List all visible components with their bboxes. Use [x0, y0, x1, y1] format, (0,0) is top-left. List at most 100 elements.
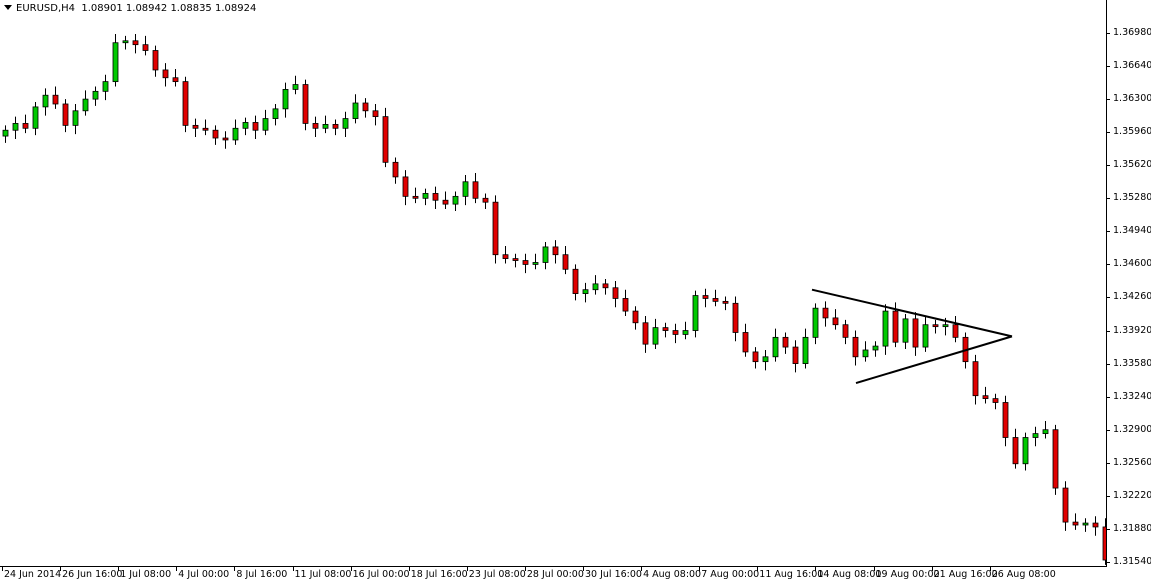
price-tick: [1106, 99, 1110, 101]
bear-candle: [972, 361, 979, 397]
time-label: 19 Aug 00:00: [875, 569, 940, 580]
bear-candle: [992, 398, 999, 403]
bear-candle: [392, 161, 399, 178]
price-label: 1.33920: [1113, 324, 1151, 336]
bear-candle: [842, 324, 849, 338]
bear-candle: [632, 310, 639, 324]
bear-candle: [412, 195, 419, 199]
bear-candle: [732, 302, 739, 333]
bear-candle: [752, 351, 759, 363]
bull-candle: [882, 310, 889, 347]
bull-candle: [652, 327, 659, 345]
bear-candle: [62, 103, 69, 126]
time-tick: [989, 566, 991, 571]
time-label: 11 Jul 08:00: [294, 569, 352, 580]
bull-candle: [802, 336, 809, 364]
chart-header: EURUSD,H4 1.08901 1.08942 1.08835 1.0892…: [4, 3, 256, 14]
bear-candle: [222, 137, 229, 141]
bear-candle: [642, 322, 649, 345]
bear-candle: [1012, 437, 1019, 465]
time-tick: [118, 566, 120, 571]
bear-candle: [472, 181, 479, 199]
bear-candle: [382, 116, 389, 163]
time-label: 26 Aug 08:00: [991, 569, 1056, 580]
bear-candle: [442, 199, 449, 205]
time-label: 30 Jul 16:00: [585, 569, 642, 580]
bear-candle: [312, 123, 319, 129]
bull-candle: [262, 118, 269, 131]
bear-candle: [792, 346, 799, 365]
triangle-lower-line: [855, 335, 1013, 385]
price-tick: [1106, 396, 1110, 398]
ohlc-readout: 1.08901 1.08942 1.08835 1.08924: [81, 3, 257, 14]
price-label: 1.33240: [1113, 390, 1151, 402]
bear-candle: [1052, 429, 1059, 489]
price-tick: [1106, 528, 1110, 530]
bear-candle: [302, 84, 309, 124]
bull-candle: [282, 88, 289, 110]
price-tick: [1106, 132, 1110, 134]
bull-candle: [922, 324, 929, 348]
time-label: 26 Jun 16:00: [62, 569, 123, 580]
time-label: 11 Aug 16:00: [759, 569, 824, 580]
bear-candle: [182, 81, 189, 126]
bull-candle: [2, 129, 9, 137]
price-tick: [1106, 429, 1110, 431]
dropdown-triangle-icon[interactable]: [4, 5, 12, 10]
bull-candle: [102, 81, 109, 92]
bull-candle: [862, 349, 869, 358]
bull-candle: [342, 118, 349, 129]
bear-candle: [932, 324, 939, 328]
price-label: 1.34600: [1113, 258, 1151, 270]
candlestick-chart: [2, 33, 1106, 565]
bear-candle: [432, 193, 439, 201]
price-label: 1.31540: [1113, 555, 1151, 567]
price-label: 1.32560: [1113, 456, 1151, 468]
bear-candle: [172, 77, 179, 83]
bear-candle: [1072, 521, 1079, 526]
bear-candle: [562, 254, 569, 270]
bull-candle: [872, 345, 879, 351]
bull-candle: [1082, 522, 1089, 526]
price-label: 1.33580: [1113, 357, 1151, 369]
symbol-label: EURUSD,H4: [16, 3, 76, 14]
bear-candle: [672, 330, 679, 335]
bear-candle: [522, 260, 529, 265]
time-tick: [641, 566, 643, 571]
bear-candle: [1002, 402, 1009, 438]
bear-candle: [702, 295, 709, 299]
price-tick: [1106, 264, 1110, 266]
bull-candle: [942, 324, 949, 328]
bear-candle: [662, 327, 669, 331]
time-tick: [931, 566, 933, 571]
price-label: 1.35960: [1113, 126, 1151, 138]
bull-candle: [292, 84, 299, 90]
time-tick: [350, 566, 352, 571]
time-tick: [583, 566, 584, 571]
bear-candle: [132, 40, 139, 46]
time-label: 21 Aug 16:00: [933, 569, 998, 580]
bear-candle: [822, 307, 829, 319]
bear-candle: [892, 310, 899, 343]
price-tick: [1106, 165, 1110, 167]
time-tick: [60, 566, 62, 571]
time-tick: [176, 566, 178, 571]
bear-candle: [202, 127, 209, 131]
bull-candle: [72, 110, 79, 126]
price-tick: [1106, 561, 1110, 563]
time-label: 8 Jul 16:00: [236, 569, 288, 580]
chart-area[interactable]: [0, 0, 1107, 567]
bear-candle: [552, 246, 559, 256]
bull-candle: [1022, 437, 1029, 465]
bull-candle: [462, 181, 469, 197]
bear-candle: [832, 317, 839, 326]
bear-candle: [502, 254, 509, 259]
bear-candle: [162, 69, 169, 79]
bear-candle: [612, 287, 619, 299]
price-tick: [1106, 297, 1110, 299]
price-label: 1.36300: [1113, 93, 1151, 105]
bull-candle: [542, 246, 549, 263]
time-label: 16 Jul 00:00: [352, 569, 410, 580]
bull-candle: [82, 98, 89, 112]
bull-candle: [772, 336, 779, 358]
